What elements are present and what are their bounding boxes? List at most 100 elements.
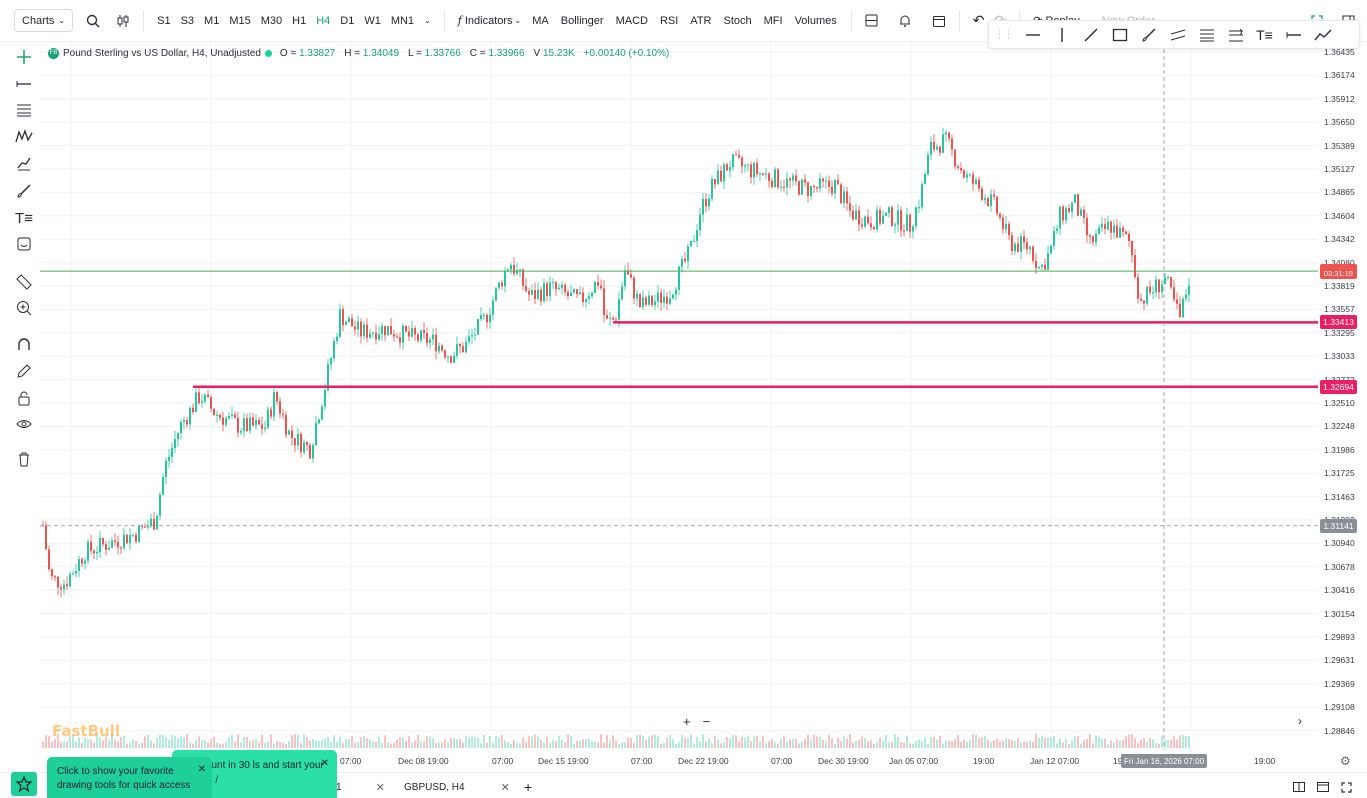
candle-body: [1059, 206, 1061, 229]
volume-bar: [360, 737, 362, 748]
lock-drawings-tool[interactable]: [12, 387, 36, 409]
parallel-channel-tool[interactable]: [1163, 21, 1192, 48]
timeframe-m1[interactable]: M1: [204, 14, 220, 27]
rectangle-tool[interactable]: [1105, 21, 1134, 48]
indicator-volumes[interactable]: Volumes: [794, 14, 837, 27]
projection-tool[interactable]: [12, 152, 36, 174]
indicator-bollinger[interactable]: Bollinger: [560, 14, 604, 27]
volume-bar: [432, 738, 434, 748]
layout-button[interactable]: [860, 8, 883, 34]
brush-tool[interactable]: [1134, 21, 1163, 48]
volume-bar: [801, 741, 803, 748]
timeframe-h1[interactable]: H1: [292, 14, 307, 27]
volume-bar: [771, 738, 773, 748]
zoom-out-button[interactable]: −: [702, 714, 711, 729]
pattern-tool[interactable]: [12, 125, 36, 147]
window-button[interactable]: [1317, 778, 1329, 796]
text-tool[interactable]: T≡: [12, 207, 36, 229]
timeframe-h4[interactable]: H4: [316, 14, 331, 27]
symbol-title[interactable]: Pound Sterling vs US Dollar, H4, Unadjus…: [63, 47, 261, 59]
close-icon[interactable]: ✕: [500, 781, 510, 794]
volume-bar: [819, 736, 821, 748]
candle-body: [339, 309, 341, 337]
path-tool[interactable]: [1308, 21, 1337, 48]
close-icon[interactable]: ✕: [197, 764, 206, 775]
chart-type-button[interactable]: [111, 8, 135, 34]
candle-body: [357, 321, 359, 330]
candle-body: [948, 132, 950, 139]
timeframe-m15[interactable]: M15: [229, 14, 251, 27]
timeframe-mn1[interactable]: MN1: [390, 14, 415, 27]
price-tick-label: 1.32510: [1324, 398, 1355, 408]
candle-body: [1140, 298, 1142, 301]
volume-bar: [942, 743, 944, 748]
expand-button[interactable]: [1341, 778, 1352, 796]
candle-body: [762, 173, 764, 175]
undo-button[interactable]: ↶: [968, 8, 990, 34]
search-button[interactable]: [81, 8, 105, 34]
zoom-in-tool[interactable]: [12, 297, 36, 319]
candle-body: [921, 183, 923, 208]
stay-drawing-tool[interactable]: [12, 360, 36, 382]
candle-body: [264, 427, 266, 429]
indicator-ma[interactable]: MA: [532, 14, 549, 27]
zoom-in-button[interactable]: +: [683, 714, 691, 729]
chart-tab[interactable]: 1 ✕: [336, 778, 385, 796]
timeframe-d1[interactable]: D1: [340, 14, 355, 27]
price-chart[interactable]: [40, 42, 1318, 750]
fib-tool[interactable]: [12, 99, 36, 121]
open-value: O = 1.33827: [280, 48, 335, 59]
fib-extension-tool[interactable]: [1221, 21, 1250, 48]
indicators-button[interactable]: f Indicators ⌄: [453, 8, 526, 34]
favorite-tools-button[interactable]: [11, 772, 37, 796]
chart-tab-active[interactable]: GBPUSD, H4 ✕: [404, 778, 510, 796]
candle-body: [507, 269, 509, 272]
price-axis[interactable]: 1.36435 1.36174 1.35912 1.35650 1.35389 1.351…: [1318, 42, 1367, 750]
scroll-to-latest-button[interactable]: ›: [1298, 714, 1302, 728]
alert-button[interactable]: [893, 8, 917, 34]
volume-bar: [216, 742, 218, 748]
fullscreen-button[interactable]: [1306, 8, 1328, 34]
chart-settings-button[interactable]: ⚙: [1340, 754, 1351, 768]
add-tab-button[interactable]: +: [524, 778, 532, 796]
text-tool[interactable]: T≡: [1250, 21, 1279, 48]
indicator-macd[interactable]: MACD: [615, 14, 648, 27]
horizontal-line-tool[interactable]: [1018, 21, 1047, 48]
charts-dropdown[interactable]: Charts ⌄: [14, 9, 74, 32]
trend-line-tool[interactable]: [12, 73, 36, 95]
indicator-mfi[interactable]: MFI: [763, 14, 783, 27]
volume-bar: [744, 737, 746, 748]
calendar-button[interactable]: [927, 8, 951, 34]
price-tick-label: 1.36174: [1324, 70, 1355, 81]
layout-toggle-button[interactable]: [1293, 778, 1305, 796]
more-timeframes-button[interactable]: ⌄: [419, 8, 436, 34]
favorite-tools-toast[interactable]: Click to show your favorite drawing tool…: [47, 757, 212, 798]
ray-tool[interactable]: [1279, 21, 1308, 48]
fib-retracement-tool[interactable]: [1192, 21, 1221, 48]
delete-drawings-tool[interactable]: [12, 448, 36, 470]
volume-bar: [489, 735, 491, 748]
emoji-tool[interactable]: [12, 233, 36, 255]
ruler-tool[interactable]: [12, 271, 36, 293]
timeframe-w1[interactable]: W1: [364, 14, 381, 27]
timeframe-m30[interactable]: M30: [260, 14, 283, 27]
candle-body: [297, 433, 299, 446]
volume-bar: [891, 742, 893, 748]
drag-handle[interactable]: ⋮⋮: [989, 21, 1018, 48]
vertical-line-tool[interactable]: [1047, 21, 1076, 48]
timeframe-s1[interactable]: S1: [157, 14, 171, 27]
indicator-rsi[interactable]: RSI: [659, 14, 679, 27]
low-number: 1.33766: [424, 47, 461, 59]
close-icon[interactable]: ✕: [375, 781, 385, 794]
candle-body: [864, 216, 866, 227]
crosshair-tool[interactable]: [12, 46, 36, 68]
indicator-atr[interactable]: ATR: [690, 14, 712, 27]
trend-line-tool[interactable]: [1076, 21, 1105, 48]
close-icon[interactable]: ✕: [320, 758, 329, 769]
timeframe-s3[interactable]: S3: [180, 14, 195, 27]
indicator-stoch[interactable]: Stoch: [723, 14, 752, 27]
volume-bar: [198, 736, 200, 748]
hide-drawings-tool[interactable]: [12, 413, 36, 435]
magnet-tool[interactable]: [12, 334, 36, 356]
brush-tool[interactable]: [12, 180, 36, 202]
